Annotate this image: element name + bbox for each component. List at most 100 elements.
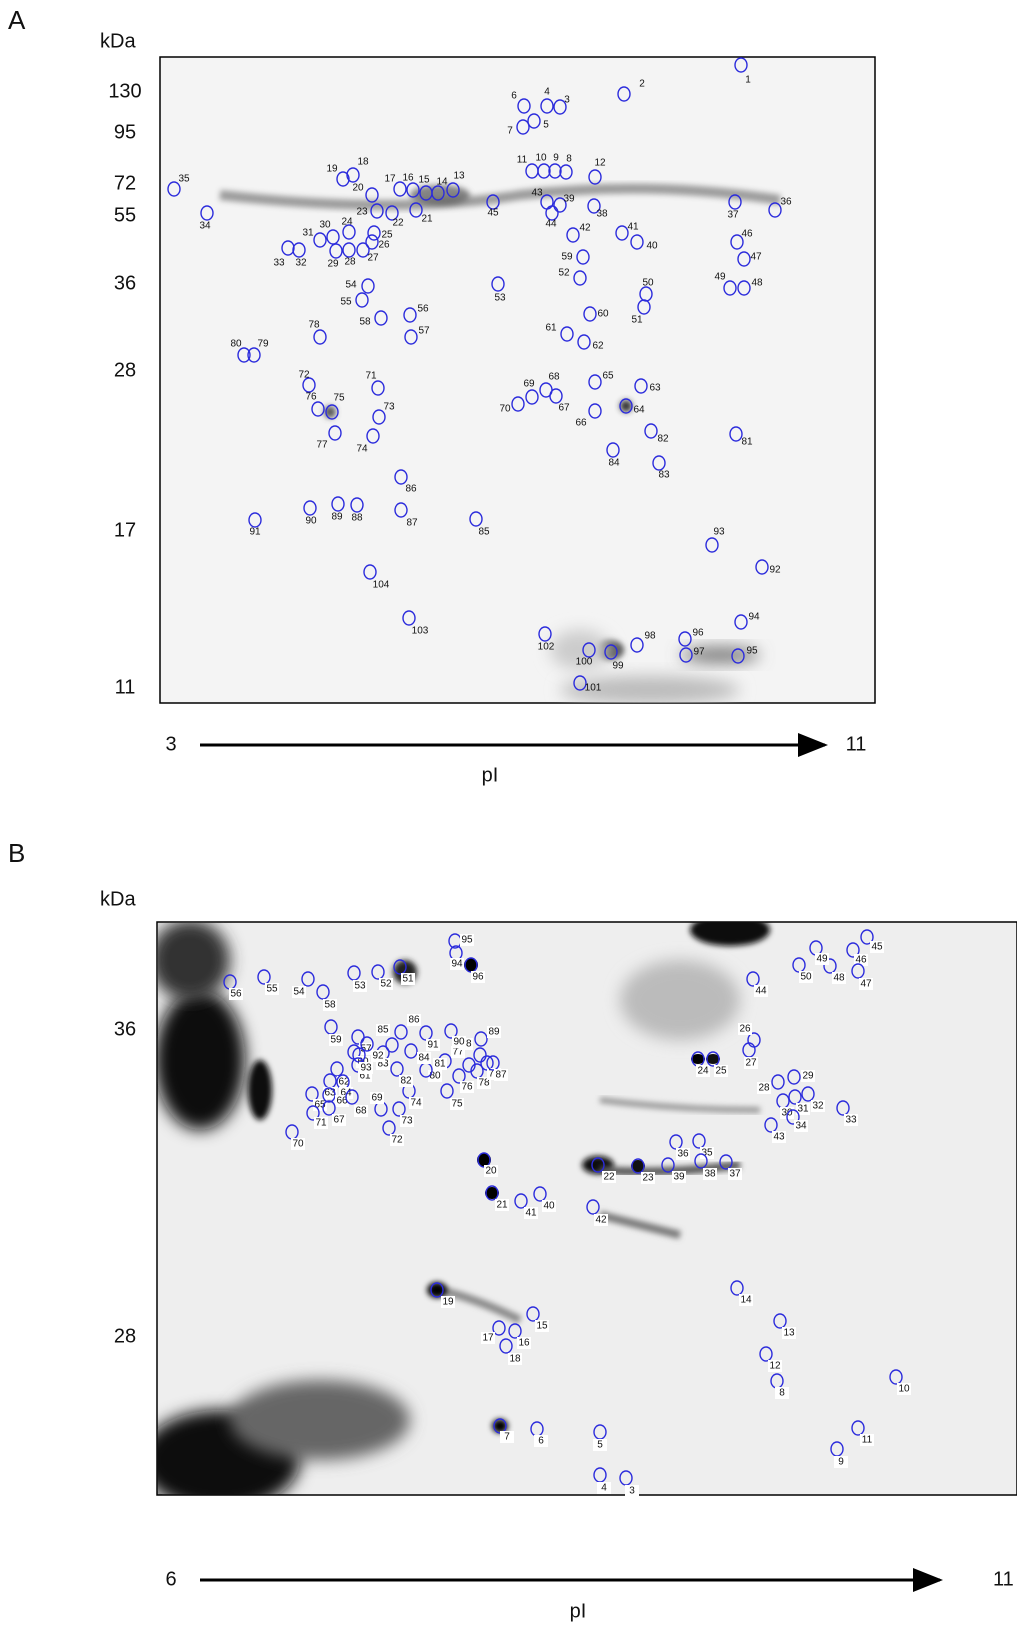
spot-label-box [739,1294,753,1306]
spot-label: 92 [769,565,781,576]
spot-label: 1 [745,75,751,86]
spot-label: 38 [596,209,608,220]
spot-label: 67 [558,403,570,414]
spot-circle [788,1089,802,1105]
spot-circle [678,631,692,647]
spot-label: 74 [410,1098,422,1109]
spot-label: 11 [862,1435,873,1446]
spot-label: 77 [452,1047,464,1058]
spot-label: 88 [351,513,363,524]
spot-label: 54 [293,987,305,998]
mw-tick-label: 36 [114,272,136,294]
spot-label: 50 [800,972,812,983]
spot-circle [392,1101,406,1117]
spot-label: 2 [639,79,645,90]
spot-label: 3 [564,95,570,106]
spot-label-box [417,1052,431,1064]
spot-circle [560,326,574,342]
spot-label: 63 [649,383,661,394]
spot-circle [365,187,379,203]
spot-circle [328,425,342,441]
spot-circle [430,1282,444,1298]
spot-label: 17 [384,174,396,185]
spot-label: 102 [538,642,555,653]
spot-circle [322,1100,336,1116]
spot-circle [755,559,769,575]
spot-label-box [399,1075,413,1087]
mw-tick-label: 28 [114,1325,136,1347]
spot-label: 45 [871,942,883,953]
spot-circle [548,163,562,179]
spot-label: 13 [453,171,465,182]
spot-label: 94 [451,959,463,970]
spot-label: 93 [713,527,725,538]
spot-label: 64 [633,405,645,416]
spot-label: 36 [677,1149,689,1160]
spot-label: 87 [406,518,418,529]
spot-label-box [494,1069,508,1081]
spot-label: 7 [504,1432,510,1443]
spot-label-box [801,1070,815,1082]
spot-label-box [602,1171,616,1183]
spot-circle [394,1024,408,1040]
spot-label: 39 [673,1172,685,1183]
spot-label: 27 [745,1058,757,1069]
spot-circle [823,958,837,974]
spot-label-box [441,1296,455,1308]
mw-tick-label: 28 [114,359,136,381]
spot-circle [737,251,751,267]
spot-label-box [323,999,337,1011]
spot-circle [313,232,327,248]
spot-label-box [354,1105,368,1117]
spot-circle [372,409,386,425]
spot-label-box [897,1383,911,1395]
spot-label: 47 [750,252,762,263]
spot-label: 8 [779,1388,785,1399]
spot-label: 96 [472,972,484,983]
spot-label: 5 [597,1440,603,1451]
spot-label: 73 [401,1116,413,1127]
spot-label: 16 [518,1338,530,1349]
spot-circle [313,329,327,345]
spot-label: 78 [308,320,320,331]
spot-label: 59 [330,1035,342,1046]
spot-label: 30 [319,220,331,231]
spot-circle [851,1420,865,1436]
spot-circle [630,234,644,250]
spot-label-box [359,1062,373,1074]
spot-circle [404,1043,418,1059]
spot-label-box [815,953,829,965]
pi-end: 11 [846,733,867,755]
spot-label: 20 [485,1166,497,1177]
spot-label: 23 [356,207,368,218]
spot-circle [393,959,407,975]
spot-label: 24 [341,217,353,228]
spot-label: 99 [612,661,624,672]
spot-label: 40 [646,241,658,252]
spot-label: 66 [575,418,587,429]
spot-label: 14 [740,1295,752,1306]
spot-circle [540,98,554,114]
spot-label: 62 [338,1077,350,1088]
spot-label-box [400,1115,414,1127]
spot-label: 49 [816,954,828,965]
spot-circle [692,1133,706,1149]
spot-circle [525,163,539,179]
spot-label: 62 [592,341,604,352]
spot-label-box [775,1387,789,1399]
spot-circle [499,1338,513,1354]
spot-label: 25 [381,230,393,241]
spot-circle [719,1154,733,1170]
spot-label: 71 [315,1118,327,1129]
spot-circle [247,347,261,363]
spot-circle [764,1117,778,1133]
spot-label: 97 [693,647,705,658]
spot-label: 22 [603,1172,615,1183]
spot-label: 41 [627,222,639,233]
spot-circle [351,1029,365,1045]
spot-label: 40 [543,1201,555,1212]
spot-circle [619,398,633,414]
spot-circle [545,205,559,221]
spot-label: 83 [658,470,670,481]
spot-label: 89 [331,512,343,523]
